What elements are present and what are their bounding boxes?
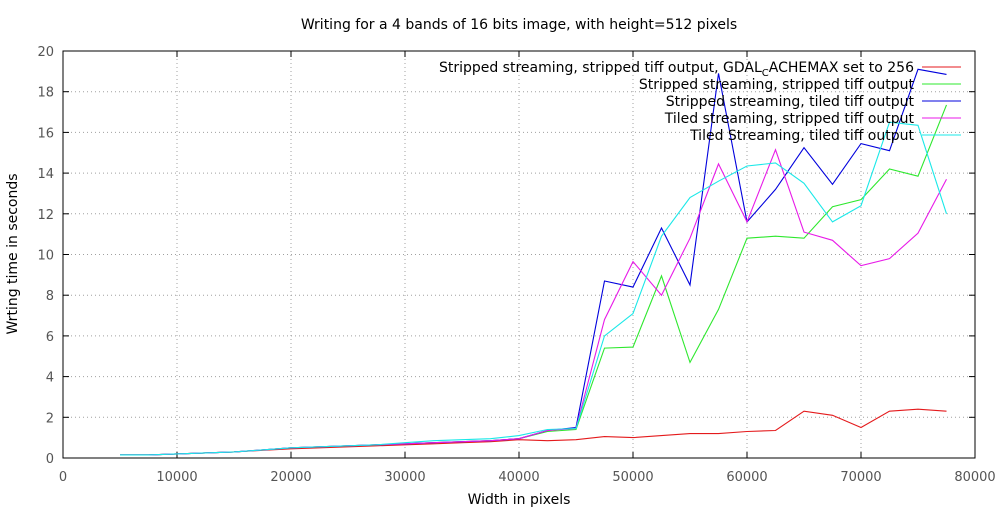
series-line-5	[120, 121, 948, 456]
y-tick-label: 2	[46, 411, 54, 426]
y-tick-label: 18	[37, 86, 54, 101]
y-tick-label: 8	[46, 289, 54, 304]
legend-label: Stripped streaming, stripped tiff output	[639, 77, 915, 93]
legend-label: Stripped streaming, tiled tiff output	[666, 94, 915, 110]
legend-label: Tiled Streaming, tiled tiff output	[689, 128, 914, 144]
x-tick-label: 10000	[156, 470, 197, 485]
x-axis-label: Width in pixels	[468, 492, 571, 508]
axis-ticks: 0 10000 20000 30000 40000 50000 60000 70000 8000…	[37, 45, 995, 485]
y-tick-label: 12	[37, 208, 54, 223]
x-tick-label: 20000	[270, 470, 311, 485]
y-tick-label: 20	[37, 45, 54, 60]
legend-label: Stripped streaming, stripped tiff output…	[439, 60, 914, 79]
chart-title: Writing for a 4 bands of 16 bits image, …	[301, 17, 737, 33]
x-tick-label: 70000	[840, 470, 881, 485]
y-tick-label: 14	[37, 167, 54, 182]
x-tick-label: 30000	[384, 470, 425, 485]
legend-label: Tiled streaming, stripped tiff output	[664, 111, 915, 127]
series-lines	[120, 68, 948, 456]
x-tick-label: 80000	[954, 470, 995, 485]
legend: Stripped streaming, stripped tiff output…	[439, 60, 961, 144]
x-tick-label: 0	[59, 470, 67, 485]
series-line-4	[120, 148, 947, 456]
y-tick-label: 0	[46, 452, 54, 467]
y-tick-label: 6	[46, 330, 54, 345]
y-tick-label: 16	[37, 126, 54, 141]
x-tick-label: 60000	[726, 470, 767, 485]
y-tick-label: 4	[46, 371, 54, 386]
series-line-2	[120, 104, 948, 456]
y-axis-label: Wrting time in seconds	[5, 173, 21, 334]
y-tick-label: 10	[37, 249, 54, 264]
x-tick-label: 50000	[612, 470, 653, 485]
grid	[63, 51, 975, 458]
x-tick-label: 40000	[498, 470, 539, 485]
